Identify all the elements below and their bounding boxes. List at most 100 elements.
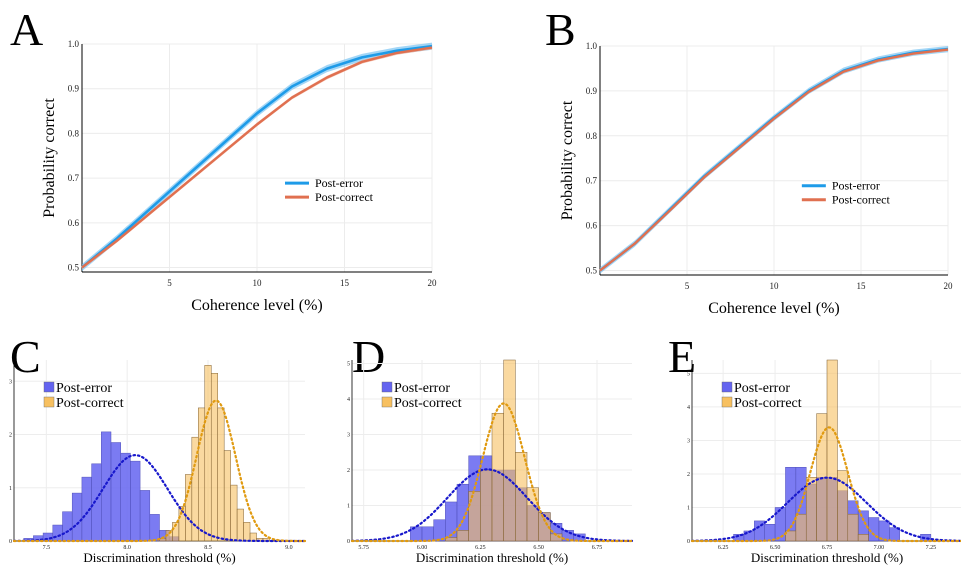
- histogram-bar-post-error: [149, 514, 160, 542]
- histogram-bar-post-correct: [805, 477, 817, 542]
- x-axis-label: Discrimination threshold (%): [83, 550, 235, 565]
- histogram-bar-post-error: [62, 511, 73, 542]
- histogram-bar-post-correct: [223, 450, 231, 542]
- histogram-bar-post-error: [764, 523, 776, 542]
- histogram-bar-post-correct: [857, 534, 869, 542]
- panel-b: 5 10 15 20 0.5 0.6 0.7 0.8 0.9 1.0 Coherence level…: [559, 41, 953, 317]
- x-tick-label: 6.00: [417, 545, 428, 551]
- x-axis-label: Discrimination threshold (%): [416, 550, 568, 565]
- legend-label: Post-correct: [832, 193, 891, 207]
- x-tick-label: 6.50: [533, 545, 544, 551]
- x-tick-label: 20: [944, 281, 954, 291]
- x-axis-label: Discrimination threshold (%): [751, 550, 903, 565]
- histogram-bar-post-error: [421, 526, 434, 542]
- y-tick-label: 0.9: [68, 84, 80, 94]
- legend-label: Post-error: [734, 381, 790, 396]
- x-tick-label: 5: [167, 278, 172, 288]
- legend-swatch: [381, 381, 393, 393]
- histogram-bar-post-correct: [491, 412, 504, 542]
- histogram-bar-post-correct: [795, 513, 807, 542]
- y-tick-label: 3: [687, 438, 690, 444]
- legend-label: Post-correct: [315, 190, 374, 204]
- histogram-bar-post-error: [139, 490, 151, 542]
- y-tick-label: 0.9: [586, 86, 598, 96]
- y-tick-label: 0.5: [586, 266, 598, 276]
- panel-letter-b: B: [545, 4, 576, 55]
- y-tick-label: 0: [347, 539, 350, 545]
- histogram-bar-post-correct: [198, 407, 206, 542]
- histogram-bar-post-correct: [837, 470, 849, 542]
- x-tick-label: 6.75: [592, 545, 603, 551]
- histogram-bar-post-correct: [847, 513, 859, 542]
- x-tick-label: 20: [428, 278, 438, 288]
- x-tick-label: 10: [253, 278, 263, 288]
- y-tick-label: 0.8: [68, 128, 80, 138]
- histogram-bar-post-correct: [230, 484, 238, 542]
- histogram-bar-post-correct: [217, 407, 225, 542]
- legend-swatch: [43, 396, 55, 408]
- fit-curve-post-correct: [690, 426, 961, 543]
- x-tick-label: 7.25: [926, 545, 937, 551]
- y-tick-label: 1: [9, 486, 12, 492]
- fit-curve-post-correct: [12, 399, 307, 543]
- y-tick-label: 5: [347, 362, 350, 368]
- panel-e: 6.25 6.50 6.75 7.00 7.25 0 1 2 3 4 5 Discrimination…: [687, 359, 961, 565]
- legend-label: Post-error: [394, 381, 450, 396]
- histogram-bar-post-correct: [456, 530, 469, 542]
- histogram-bar-post-correct: [526, 487, 539, 542]
- x-tick-label: 15: [340, 278, 350, 288]
- series-line-post-error: [81, 44, 433, 269]
- x-tick-label: 7.00: [874, 545, 885, 551]
- legend-swatch: [43, 381, 55, 393]
- y-tick-label: 2: [347, 468, 350, 474]
- x-tick-label: 5.75: [358, 545, 369, 551]
- x-tick-label: 8.5: [204, 545, 212, 551]
- y-tick-label: 0.5: [68, 263, 80, 273]
- y-tick-label: 2: [9, 433, 12, 439]
- panel-c: 7.5 8.0 8.5 9.0 0 1 2 3 Discrimination threshold…: [9, 360, 307, 565]
- fit-curve-post-error: [350, 468, 634, 542]
- y-tick-label: 5: [687, 371, 690, 377]
- legend-label: Post-correct: [734, 396, 802, 411]
- legend-label: Post-error: [315, 176, 363, 190]
- histogram-bar-post-correct: [538, 512, 551, 542]
- series-line-post-correct: [599, 48, 949, 272]
- y-tick-label: 2: [687, 472, 690, 478]
- legend-swatch: [721, 396, 733, 408]
- histogram-bar-post-correct: [243, 522, 251, 542]
- histogram-bar-post-error: [110, 442, 121, 542]
- x-tick-label: 9.0: [285, 545, 293, 551]
- fit-curve-post-correct: [350, 402, 634, 543]
- panel-letter-e: E: [668, 331, 696, 382]
- histogram-bar-post-correct: [826, 359, 838, 542]
- x-axis-label: Coherence level (%): [708, 300, 839, 317]
- panel-d: 5.75 6.00 6.25 6.50 6.75 0 1 2 3 4 5 Discrimination…: [347, 359, 634, 565]
- legend-label: Post-correct: [56, 396, 124, 411]
- series-line-post-correct: [81, 46, 433, 269]
- x-tick-label: 6.50: [770, 545, 781, 551]
- panel-a: 5 10 15 20 0.5 0.6 0.7 0.8 0.9 1.0 Coherence level…: [41, 39, 437, 314]
- histogram-bar-post-correct: [236, 508, 244, 542]
- histogram-bar-post-correct: [503, 359, 516, 542]
- histogram-bar-post-error: [71, 492, 83, 542]
- y-tick-label: 1.0: [68, 39, 80, 49]
- histogram-bar-post-error: [130, 460, 141, 542]
- y-tick-label: 0.7: [68, 173, 80, 183]
- histogram-bar-post-correct: [480, 469, 493, 542]
- y-tick-label: 1.0: [586, 41, 598, 51]
- legend-label: Post-correct: [394, 396, 462, 411]
- x-tick-label: 15: [857, 281, 867, 291]
- y-tick-label: 1: [687, 505, 690, 511]
- legend-swatch: [381, 396, 393, 408]
- legend-swatch: [721, 381, 733, 393]
- y-axis-label: Probability correct: [559, 100, 576, 220]
- histogram-bar-post-correct: [210, 373, 218, 542]
- y-tick-label: 0.8: [586, 131, 598, 141]
- x-tick-label: 6.25: [475, 545, 486, 551]
- x-tick-label: 6.75: [822, 545, 833, 551]
- histogram-bar-post-correct: [468, 491, 481, 542]
- y-tick-label: 4: [687, 405, 690, 411]
- y-tick-label: 0: [9, 539, 12, 545]
- panel-letter-c: C: [10, 331, 41, 382]
